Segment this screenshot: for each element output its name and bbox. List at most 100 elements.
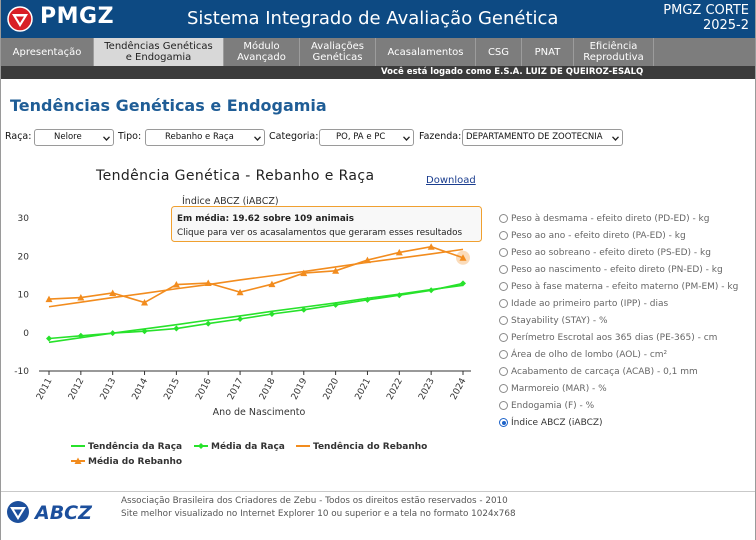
data-point[interactable] (236, 288, 244, 296)
data-point[interactable] (332, 267, 340, 274)
data-point[interactable] (396, 292, 403, 299)
x-axis-title: Ano de Nascimento (213, 407, 306, 418)
data-point[interactable] (109, 289, 117, 296)
data-point[interactable] (395, 248, 403, 256)
radio-button[interactable] (499, 299, 508, 308)
legend-item[interactable]: Média da Raça (194, 441, 285, 452)
trait-option[interactable]: Marmoreio (MAR) - % (499, 380, 755, 397)
nav-tab-acasalamentos[interactable]: Acasalamentos (376, 38, 476, 66)
nav-tab-label: Eficiência (589, 41, 638, 52)
legend-item[interactable]: Tendência do Rebanho (296, 441, 427, 452)
trait-option-label: Idade ao primeiro parto (IPP) - dias (511, 298, 669, 309)
trait-option[interactable]: Área de olho de lombo (AOL) - cm² (499, 346, 755, 363)
footer-line-2: Site melhor visualizado no Internet Expl… (121, 509, 516, 519)
radio-button[interactable] (499, 367, 508, 376)
data-point[interactable] (204, 279, 212, 287)
x-axis: 2011 2012 2013 2014 2015 2016 2017 2018 2019 2020… (35, 370, 471, 402)
radio-button[interactable] (499, 248, 508, 257)
data-point[interactable] (460, 280, 466, 287)
trait-option[interactable]: Índice ABCZ (iABCZ) (499, 414, 755, 431)
data-point[interactable] (300, 306, 307, 313)
data-point[interactable] (45, 295, 53, 303)
trait-option[interactable]: Peso ao sobreano - efeito direto (PS-ED)… (499, 244, 755, 261)
radio-button[interactable] (499, 350, 508, 359)
data-point[interactable] (459, 254, 467, 261)
chart-tooltip[interactable]: Em média: 19.62 sobre 109 animais Clique… (171, 206, 482, 242)
data-point[interactable] (237, 315, 244, 322)
raca-select[interactable]: Nelore (34, 129, 114, 146)
nav-tab-eficiencia[interactable]: Eficiência Reprodutiva (574, 38, 654, 66)
trait-option-label: Perímetro Escrotal aos 365 dias (PE-365)… (511, 332, 718, 343)
x-tick-label: 2016 (194, 376, 214, 401)
data-point[interactable] (332, 301, 339, 308)
x-tick-label: 2021 (354, 377, 374, 402)
nav-tab-avaliacoes[interactable]: Avaliações Genéticas (300, 38, 376, 66)
nav-tab-tendencias[interactable]: Tendências Genéticas e Endogamia (94, 38, 224, 66)
x-tick-label: 2024 (449, 376, 469, 401)
radio-button[interactable] (499, 333, 508, 342)
data-point[interactable] (427, 243, 435, 250)
legend-label: Tendência do Rebanho (313, 441, 427, 452)
nav-tab-pnat[interactable]: PNAT (522, 38, 574, 66)
radio-button[interactable] (499, 418, 508, 427)
x-tick-label: 2017 (226, 377, 246, 402)
nav-tab-label: Módulo (243, 41, 280, 52)
trait-option[interactable]: Peso ao ano - efeito direto (PA-ED) - kg (499, 227, 755, 244)
login-status: Você está logado como E.S.A. LUIZ DE QUE… (1, 66, 755, 79)
trait-option[interactable]: Perímetro Escrotal aos 365 dias (PE-365)… (499, 329, 755, 346)
trait-option-label: Marmoreio (MAR) - % (511, 383, 607, 394)
footer-line-1: Associação Brasileira dos Criadores de Z… (121, 496, 508, 506)
tooltip-line-2: Clique para ver os acasalamentos que ger… (177, 228, 463, 238)
radio-button[interactable] (499, 214, 508, 223)
data-point[interactable] (205, 320, 212, 327)
radio-button[interactable] (499, 265, 508, 274)
trait-option[interactable]: Peso ao nascimento - efeito direto (PN-E… (499, 261, 755, 278)
data-point[interactable] (268, 311, 275, 318)
tipo-select[interactable]: Rebanho e Raça (145, 129, 265, 146)
data-point[interactable] (363, 256, 371, 264)
fazenda-select[interactable]: DEPARTAMENTO DE ZOOTECNIA (462, 129, 623, 146)
data-point[interactable] (173, 325, 180, 332)
legend-marker (198, 443, 204, 449)
trait-options: Peso à desmama - efeito direto (PD-ED) -… (499, 210, 755, 431)
radio-button[interactable] (499, 384, 508, 393)
trait-option[interactable]: Acabamento de carcaça (ACAB) - 0,1 mm (499, 363, 755, 380)
data-point[interactable] (109, 330, 116, 337)
trait-option[interactable]: Peso à desmama - efeito direto (PD-ED) -… (499, 210, 755, 227)
data-point[interactable] (364, 296, 371, 303)
trait-option[interactable]: Stayability (STAY) - % (499, 312, 755, 329)
radio-button[interactable] (499, 316, 508, 325)
edition-label: PMGZ CORTE 2025-2 (663, 3, 749, 33)
legend-item[interactable]: Média do Rebanho (71, 456, 182, 467)
raca-select-value: Nelore (54, 132, 82, 142)
nav-tab-label-2: Genéticas (312, 52, 363, 63)
nav-tab-label: Acasalamentos (387, 46, 464, 58)
data-point[interactable] (428, 287, 435, 294)
data-point[interactable] (141, 328, 148, 335)
radio-button[interactable] (499, 231, 508, 240)
data-point[interactable] (172, 281, 180, 288)
data-point[interactable] (77, 332, 84, 339)
data-point[interactable] (77, 294, 85, 301)
x-tick-label: 2013 (99, 377, 119, 402)
trait-option[interactable]: Endogamia (F) - % (499, 397, 755, 414)
categoria-select[interactable]: PO, PA e PC (319, 129, 414, 146)
data-point[interactable] (268, 280, 276, 288)
data-point[interactable] (141, 299, 149, 306)
data-point[interactable] (300, 269, 308, 277)
nav-tab-csg[interactable]: CSG (476, 38, 522, 66)
radio-button[interactable] (499, 401, 508, 410)
nav-tab-modulo-avancado[interactable]: Módulo Avançado (224, 38, 300, 66)
data-point[interactable] (46, 335, 52, 342)
nav-tab-apresentacao[interactable]: Apresentação (1, 38, 94, 66)
categoria-select-value: PO, PA e PC (336, 132, 386, 142)
nav-tab-label-2: Avançado (237, 52, 286, 63)
edition-line-1: PMGZ CORTE (663, 3, 749, 18)
trait-option[interactable]: Peso à fase materna - efeito materno (PM… (499, 278, 755, 295)
download-link[interactable]: Download (426, 175, 476, 186)
radio-button[interactable] (499, 282, 508, 291)
nav-tab-label: Avaliações (311, 41, 364, 52)
legend-item[interactable]: Tendência da Raça (71, 441, 182, 452)
trait-option[interactable]: Idade ao primeiro parto (IPP) - dias (499, 295, 755, 312)
y-tick-label: 10 (18, 291, 30, 301)
